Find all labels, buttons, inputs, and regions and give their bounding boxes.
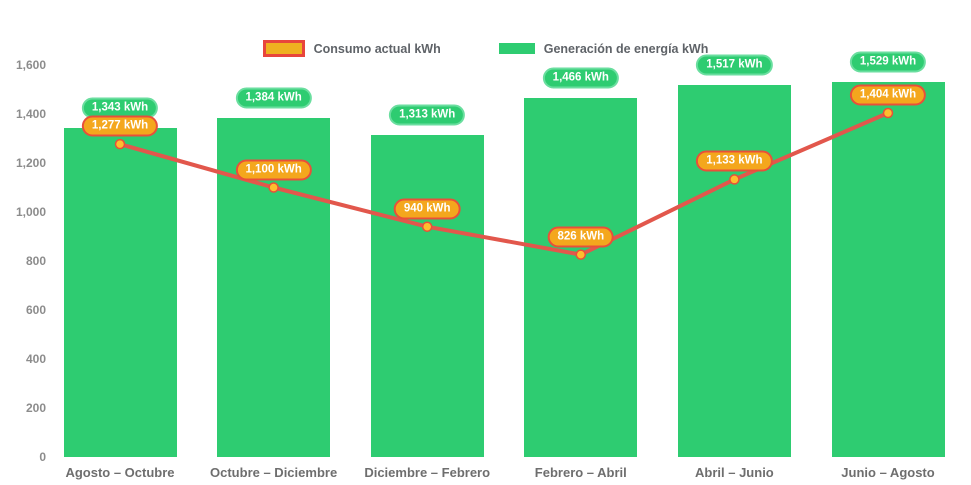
legend-label-generacion: Generación de energía kWh <box>543 41 709 56</box>
legend-item-consumo[interactable]: Consumo actual kWh <box>262 40 441 57</box>
generation-value-label: 1,517 kWh <box>696 54 773 76</box>
consumo-swatch-icon <box>262 40 305 57</box>
y-axis-tick-label: 1,000 <box>15 205 46 219</box>
y-axis-tick-label: 1,600 <box>15 58 46 72</box>
chart-legend: Consumo actual kWh Generación de energía… <box>0 40 971 57</box>
x-axis-category-label: Agosto – Octubre <box>65 465 175 480</box>
consumption-value-label: 1,133 kWh <box>696 150 773 172</box>
generation-value-label: 1,313 kWh <box>389 104 466 126</box>
legend-item-generacion[interactable]: Generación de energía kWh <box>498 41 709 56</box>
consumption-value-label: 1,277 kWh <box>81 115 159 137</box>
y-axis-tick-label: 0 <box>39 450 46 464</box>
generation-bar <box>677 85 791 457</box>
x-axis-category-label: Febrero – Abril <box>534 465 627 480</box>
y-axis-tick-label: 1,200 <box>15 156 46 170</box>
x-axis-category-label: Diciembre – Febrero <box>364 465 491 480</box>
y-axis-tick-label: 800 <box>25 254 46 268</box>
x-axis-category-label: Junio – Agosto <box>841 465 935 480</box>
x-axis-category-label: Octubre – Diciembre <box>210 465 338 480</box>
generacion-swatch-icon <box>498 43 535 54</box>
legend-label-consumo: Consumo actual kWh <box>313 41 441 56</box>
consumption-value-label: 1,100 kWh <box>235 159 312 180</box>
generation-bar <box>831 82 945 457</box>
consumption-value-label: 826 kWh <box>547 226 615 248</box>
generation-bar <box>370 135 484 457</box>
generation-value-label: 1,384 kWh <box>235 87 312 109</box>
x-axis-category-label: Abril – Junio <box>695 465 774 480</box>
generation-value-label: 1,343 kWh <box>81 97 159 119</box>
consumption-value-label: 1,404 kWh <box>849 84 927 106</box>
generation-bar <box>63 127 177 457</box>
generation-value-label: 1,529 kWh <box>849 51 927 73</box>
y-axis-tick-label: 200 <box>25 401 46 415</box>
generation-value-label: 1,466 kWh <box>542 67 619 89</box>
generation-bar <box>524 97 638 457</box>
y-axis-tick-label: 400 <box>25 352 46 366</box>
consumption-value-label: 940 kWh <box>393 198 461 220</box>
y-axis-tick-label: 600 <box>25 303 46 317</box>
y-axis-tick-label: 1,400 <box>15 107 46 121</box>
